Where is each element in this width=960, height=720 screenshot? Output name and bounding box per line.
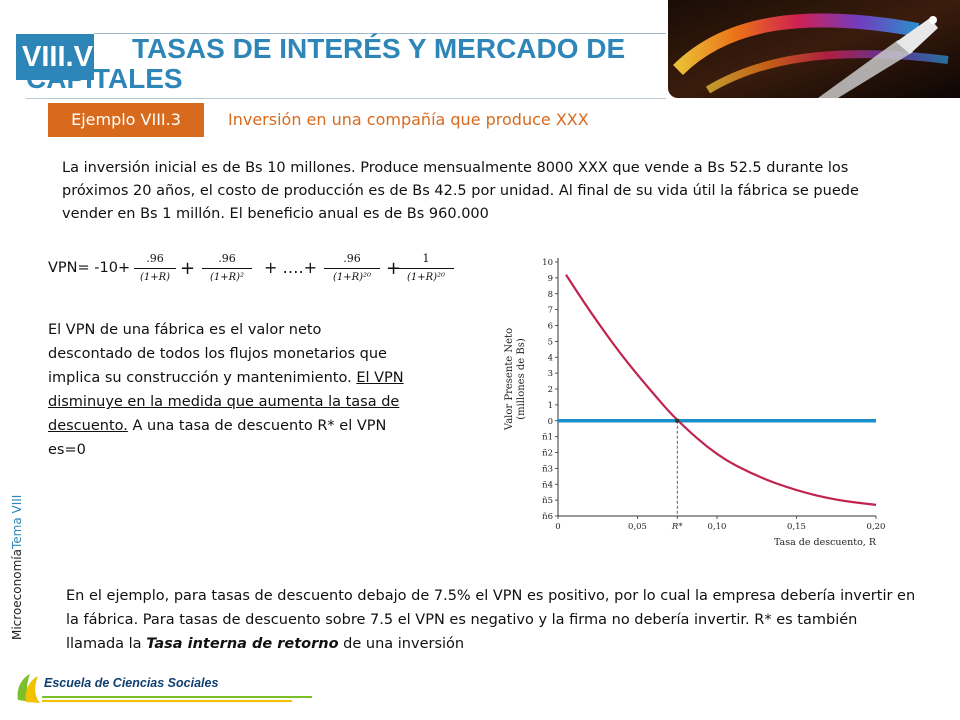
- y-tick-label: ñ4: [542, 480, 553, 490]
- y-tick-label: ñ6: [542, 512, 553, 522]
- intro-paragraph: La inversión inicial es de Bs 10 millone…: [62, 160, 859, 222]
- school-logo: [17, 674, 312, 703]
- conclusion-emphasis: Tasa interna de retorno: [146, 636, 339, 652]
- title-underline: [26, 98, 666, 99]
- y-tick-label: 2: [548, 385, 553, 395]
- formula-ellipsis: + ….+: [264, 258, 317, 277]
- formula-prefix: VPN= -10+: [48, 260, 131, 276]
- x-tick-label: 0,10: [708, 522, 727, 532]
- page-title: TASAS DE INTERÉS Y MERCADO DE CAPITALES: [26, 33, 626, 94]
- formula-term-1: .96 (1+R): [134, 252, 176, 285]
- explanation-text-2: A una tasa de descuento R* el VPN es=0: [48, 418, 387, 458]
- formula-term-4: 1 (1+R)²⁰: [398, 252, 454, 285]
- x-tick-label: 0: [555, 522, 560, 532]
- y-tick-label: 1: [548, 401, 553, 411]
- formula-plus-1: +: [180, 258, 196, 279]
- y-axis-label: Valor Presente Neto: [504, 328, 515, 431]
- y-tick-label: 4: [548, 353, 553, 363]
- y-tick-label: 7: [548, 306, 553, 316]
- y-tick-label: ñ5: [542, 496, 553, 506]
- formula-term-3: .96 (1+R)²⁰: [324, 252, 380, 285]
- example-badge: Ejemplo VIII.3: [48, 103, 204, 137]
- x-tick-label: 0,05: [628, 522, 647, 532]
- decorative-pen-image: [668, 0, 960, 98]
- header-top-rule: [94, 33, 666, 34]
- y-tick-label: ñ2: [542, 449, 553, 459]
- x-axis-label: Tasa de descuento, R: [774, 537, 877, 548]
- y-tick-label: ñ3: [542, 464, 553, 474]
- course-name: Microeconomía: [10, 549, 24, 640]
- conclusion-text-2: de una inversión: [338, 636, 465, 652]
- y-tick-label: 10: [542, 258, 553, 268]
- x-tick-label: 0,15: [787, 522, 806, 532]
- y-tick-label: 9: [548, 274, 553, 284]
- y-tick-label: 8: [548, 290, 553, 300]
- formula-term-2: .96 (1+R)²: [202, 252, 252, 285]
- y-tick-label: 5: [548, 337, 553, 347]
- npv-curve: [565, 274, 877, 506]
- x-tick-label: 0,20: [867, 522, 886, 532]
- school-name: Escuela de Ciencias Sociales: [44, 676, 219, 690]
- y-tick-label: 6: [548, 322, 553, 332]
- y-axis-label-units: (millones de Bs): [516, 338, 527, 420]
- explanation-paragraph: El VPN de una fábrica es el valor neto d…: [48, 318, 410, 462]
- explanation-text-1: El VPN de una fábrica es el valor neto d…: [48, 322, 387, 386]
- conclusion-text-1: En el ejemplo, para tasas de descuento d…: [66, 588, 916, 652]
- example-title: Inversión en una compañía que produce XX…: [228, 110, 589, 129]
- y-tick-label: 3: [548, 369, 553, 379]
- explanation-underlined: El VPN disminuye en la medida que aument…: [48, 370, 404, 434]
- y-tick-label: 0: [548, 417, 553, 427]
- course-side-label: MicroeconomíaTema VIII: [10, 495, 24, 640]
- x-tick-label: R*: [671, 522, 683, 532]
- formula-plus-2: +: [386, 258, 402, 279]
- irr-point: [675, 418, 680, 423]
- y-tick-label: ñ1: [542, 433, 553, 443]
- conclusion-paragraph: En el ejemplo, para tasas de descuento d…: [66, 584, 916, 656]
- chapter-badge: VIII.V: [16, 34, 94, 80]
- course-topic: Tema VIII: [10, 494, 24, 550]
